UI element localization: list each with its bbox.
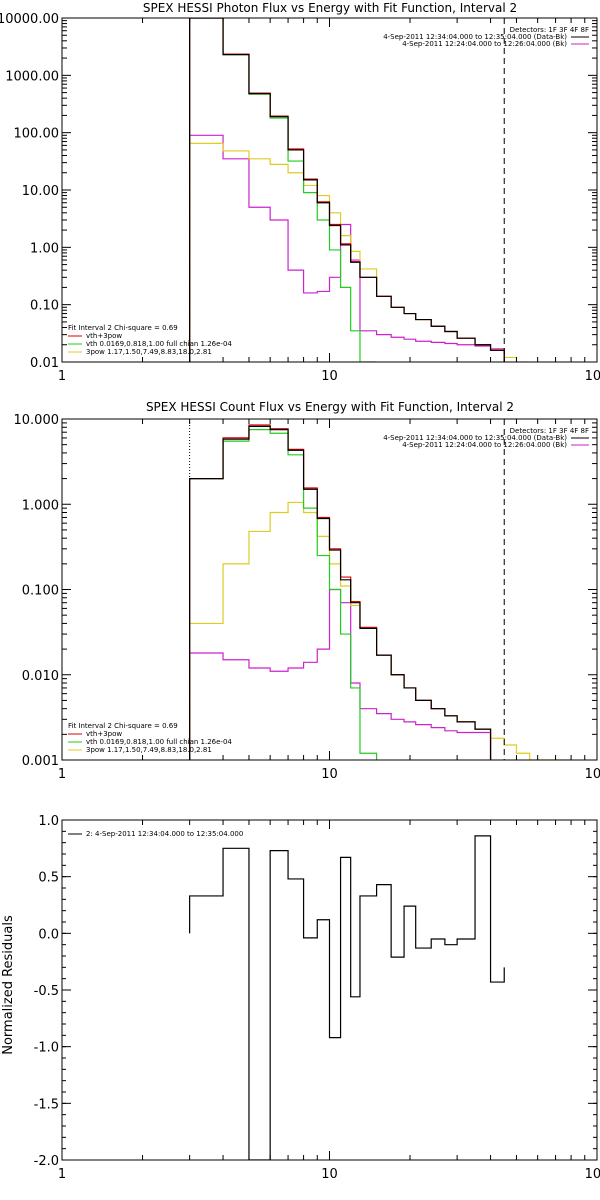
x-tick-label: 100 [585, 369, 600, 384]
count-flux-series [189, 424, 572, 760]
x-tick-label: 1 [58, 1167, 66, 1182]
x-tick-label: 10 [321, 1167, 338, 1182]
count-flux-series-data-minus-bk [189, 425, 492, 760]
legend-entry: 4-Sep-2011 12:34:04.000 to 12:35:04.000 … [383, 434, 567, 442]
residuals-panel: Normalized Residuals 1 10 100 -2.0 -1.5 -1.0 -… [1, 814, 600, 1182]
series-step-line [189, 429, 378, 760]
legend-entry: 4-Sep-2011 12:24:04.000 to 12:26:04.000 … [402, 40, 567, 48]
y-tick-label: 1.0 [38, 814, 59, 829]
legend-entry: vth 0.0169,0.818,1.00 full chian 1.26e-0… [86, 340, 232, 348]
x-tick-label: 100 [585, 1167, 600, 1182]
x-tick-label: 1 [58, 369, 66, 384]
y-tick-label: 0.010 [22, 669, 59, 684]
legend-header: Fit Interval 2 Chi-square = 0.69 [68, 722, 178, 730]
legend-entry: 3pow 1.17,1.50,7.49,8.83,18.0,2.81 [86, 746, 212, 754]
legend-header: Fit Interval 2 Chi-square = 0.69 [68, 324, 178, 332]
legend-entry: vth 0.0169,0.818,1.00 full chian 1.26e-0… [86, 738, 232, 746]
legend-entry: vth+3pow [86, 332, 122, 340]
count-flux-fit-range-markers [189, 419, 505, 760]
photon-flux-series [189, 18, 530, 362]
photon-flux-title: SPEX HESSI Photon Flux vs Energy with Fi… [143, 1, 517, 15]
count-flux-series-thermal-component [189, 429, 378, 760]
y-tick-label: 10000.00 [0, 12, 59, 27]
count-flux-legends: Detectors: 1F 3F 4F 8F4-Sep-2011 12:34:0… [68, 427, 589, 754]
legend-header: Detectors: 1F 3F 4F 8F [510, 427, 589, 435]
y-tick-label: -1.5 [34, 1097, 59, 1112]
photon-flux-axis-ticks: 1 10 100 0.01 0.10 1.00 10.00 100.00 1000.00 1000… [0, 12, 600, 384]
residuals-axis-ticks: 1 10 100 -2.0 -1.5 -1.0 -0.5 0.0 0.5 1.0 [34, 814, 600, 1182]
legend-entry: vth+3pow [86, 730, 122, 738]
y-tick-label: 0.100 [22, 584, 59, 599]
x-tick-label: 10 [321, 369, 338, 384]
legend-entry: 3pow 1.17,1.50,7.49,8.83,18.0,2.81 [86, 348, 212, 356]
y-tick-label: 0.5 [38, 871, 59, 886]
y-tick-label: 0.001 [22, 754, 59, 769]
legend-entry: 4-Sep-2011 12:24:04.000 to 12:26:04.000 … [402, 441, 567, 449]
count-flux-panel: SPEX HESSI Count Flux vs Energy with Fit… [14, 400, 600, 782]
series-step-line [189, 835, 505, 1160]
y-tick-label: 0.0 [38, 927, 59, 942]
residuals-series [189, 835, 505, 1160]
series-step-line [189, 134, 505, 362]
residuals-ylabel: Normalized Residuals [1, 915, 16, 1055]
y-tick-label: -2.0 [34, 1154, 59, 1169]
y-tick-label: -1.0 [34, 1041, 59, 1056]
series-step-line [189, 18, 505, 362]
photon-flux-series-data-minus-bk [189, 18, 505, 362]
residuals-legends: 2: 4-Sep-2011 12:34:04.000 to 12:35:04.0… [68, 830, 243, 838]
y-tick-label: 100.00 [14, 127, 60, 142]
count-flux-title: SPEX HESSI Count Flux vs Energy with Fit… [146, 400, 514, 414]
legend-entry: 2: 4-Sep-2011 12:34:04.000 to 12:35:04.0… [86, 830, 243, 838]
y-tick-label: 0.10 [30, 299, 59, 314]
y-tick-label: 10.00 [22, 184, 59, 199]
y-tick-label: 10.000 [14, 413, 60, 428]
legend-header: Detectors: 1F 3F 4F 8F [510, 26, 589, 34]
y-tick-label: 0.01 [30, 356, 59, 371]
photon-flux-panel: SPEX HESSI Photon Flux vs Energy with Fi… [0, 1, 600, 384]
y-tick-label: 1000.00 [5, 69, 59, 84]
x-tick-label: 100 [585, 767, 600, 782]
count-flux-axis-ticks: 1 10 100 0.001 0.010 0.100 1.000 10.000 [14, 413, 600, 782]
residuals-series-residuals [189, 835, 505, 1160]
x-tick-label: 1 [58, 767, 66, 782]
series-step-line [189, 425, 492, 760]
x-tick-label: 10 [321, 767, 338, 782]
y-tick-label: -0.5 [34, 984, 59, 999]
photon-flux-fit-range-markers [189, 18, 505, 362]
legend-entry: 4-Sep-2011 12:34:04.000 to 12:35:04.000 … [383, 33, 567, 41]
photon-flux-series-background [189, 134, 505, 362]
photon-flux-legends: Detectors: 1F 3F 4F 8F4-Sep-2011 12:34:0… [68, 26, 589, 356]
y-tick-label: 1.000 [22, 498, 59, 513]
y-tick-label: 1.00 [30, 241, 59, 256]
